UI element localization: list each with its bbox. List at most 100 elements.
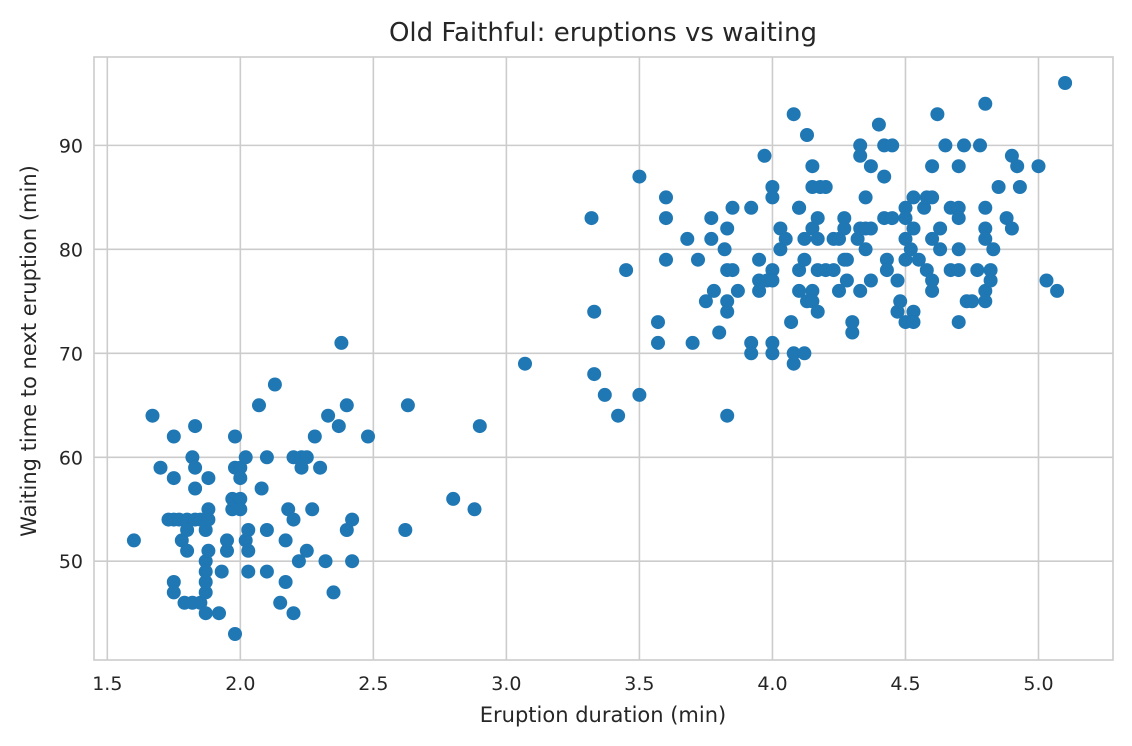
x-tick-label: 3.0 [491, 673, 521, 695]
x-tick-label: 5.0 [1023, 673, 1053, 695]
data-point [291, 554, 306, 569]
data-point [241, 564, 256, 579]
data-point [299, 543, 314, 558]
data-point [957, 138, 971, 153]
data-point [925, 231, 940, 246]
data-point [632, 169, 647, 184]
data-point [786, 346, 801, 361]
data-point [853, 138, 868, 153]
data-point [877, 169, 892, 184]
data-point [318, 554, 333, 569]
data-point [214, 564, 229, 579]
data-point [1050, 283, 1065, 298]
data-point [313, 460, 328, 475]
data-point [220, 543, 234, 558]
data-point [810, 304, 825, 319]
data-point [619, 263, 634, 278]
data-point [188, 481, 203, 496]
data-point [398, 523, 413, 537]
data-point [188, 460, 203, 475]
data-point [180, 543, 195, 558]
data-point [911, 252, 926, 267]
data-point [228, 429, 242, 444]
data-point [752, 252, 767, 267]
data-point [241, 543, 256, 558]
data-point [871, 117, 886, 132]
y-tick-label: 90 [59, 135, 83, 157]
data-point [220, 533, 234, 548]
data-point [706, 283, 721, 298]
data-point [893, 294, 908, 309]
data-point [685, 335, 700, 350]
data-point [765, 273, 780, 288]
data-point [898, 252, 913, 267]
data-point [786, 107, 801, 122]
data-point [611, 408, 626, 423]
data-point [259, 523, 274, 537]
x-tick-label: 4.5 [890, 673, 920, 695]
data-point [1010, 159, 1025, 174]
data-point [898, 231, 913, 246]
data-point [978, 221, 993, 236]
x-tick-label: 2.5 [358, 673, 388, 695]
data-point [805, 159, 820, 174]
x-tick-label: 4.0 [757, 673, 787, 695]
data-point [273, 595, 288, 610]
data-point [252, 398, 266, 413]
y-axis-label: Waiting time to next eruption (min) [17, 165, 41, 537]
x-tick-label: 3.5 [624, 673, 654, 695]
data-point [174, 533, 189, 548]
data-point [361, 429, 375, 444]
data-point [978, 294, 993, 309]
data-point [720, 221, 735, 236]
data-point [321, 408, 336, 423]
data-point [717, 242, 732, 257]
data-point [587, 304, 602, 319]
data-point [1012, 180, 1027, 194]
data-point [800, 128, 814, 142]
data-point [201, 502, 216, 517]
data-point [933, 221, 948, 236]
data-point [978, 283, 993, 298]
data-point [725, 200, 740, 215]
data-point [970, 263, 985, 278]
data-point [587, 367, 602, 382]
data-point [305, 502, 320, 517]
data-point [228, 627, 242, 641]
data-point [765, 190, 780, 205]
data-point [757, 148, 772, 163]
data-point [259, 450, 274, 465]
data-point [331, 419, 346, 434]
data-point [978, 96, 993, 111]
data-point [863, 221, 878, 236]
data-point [278, 533, 293, 548]
data-point [933, 242, 948, 257]
data-point [832, 231, 846, 246]
data-point [198, 585, 213, 600]
data-point [744, 346, 759, 361]
data-point [818, 180, 833, 194]
data-point [885, 138, 900, 153]
data-point [951, 159, 966, 174]
y-tick-label: 60 [59, 447, 83, 469]
data-point [885, 211, 900, 226]
data-point [201, 543, 216, 558]
data-point [233, 502, 248, 517]
data-point [339, 523, 354, 537]
data-point [1039, 273, 1054, 288]
data-point [925, 190, 940, 205]
data-point [991, 180, 1006, 194]
x-tick-label: 2.0 [225, 673, 255, 695]
data-point [1004, 221, 1019, 236]
data-point [472, 419, 487, 434]
data-point [792, 263, 807, 278]
data-point [906, 190, 921, 205]
x-tick-label: 1.5 [92, 673, 122, 695]
data-point [597, 387, 612, 402]
data-point [845, 315, 860, 330]
data-point [978, 231, 993, 246]
data-point [467, 502, 482, 517]
data-point [201, 512, 216, 527]
data-point [845, 325, 860, 340]
